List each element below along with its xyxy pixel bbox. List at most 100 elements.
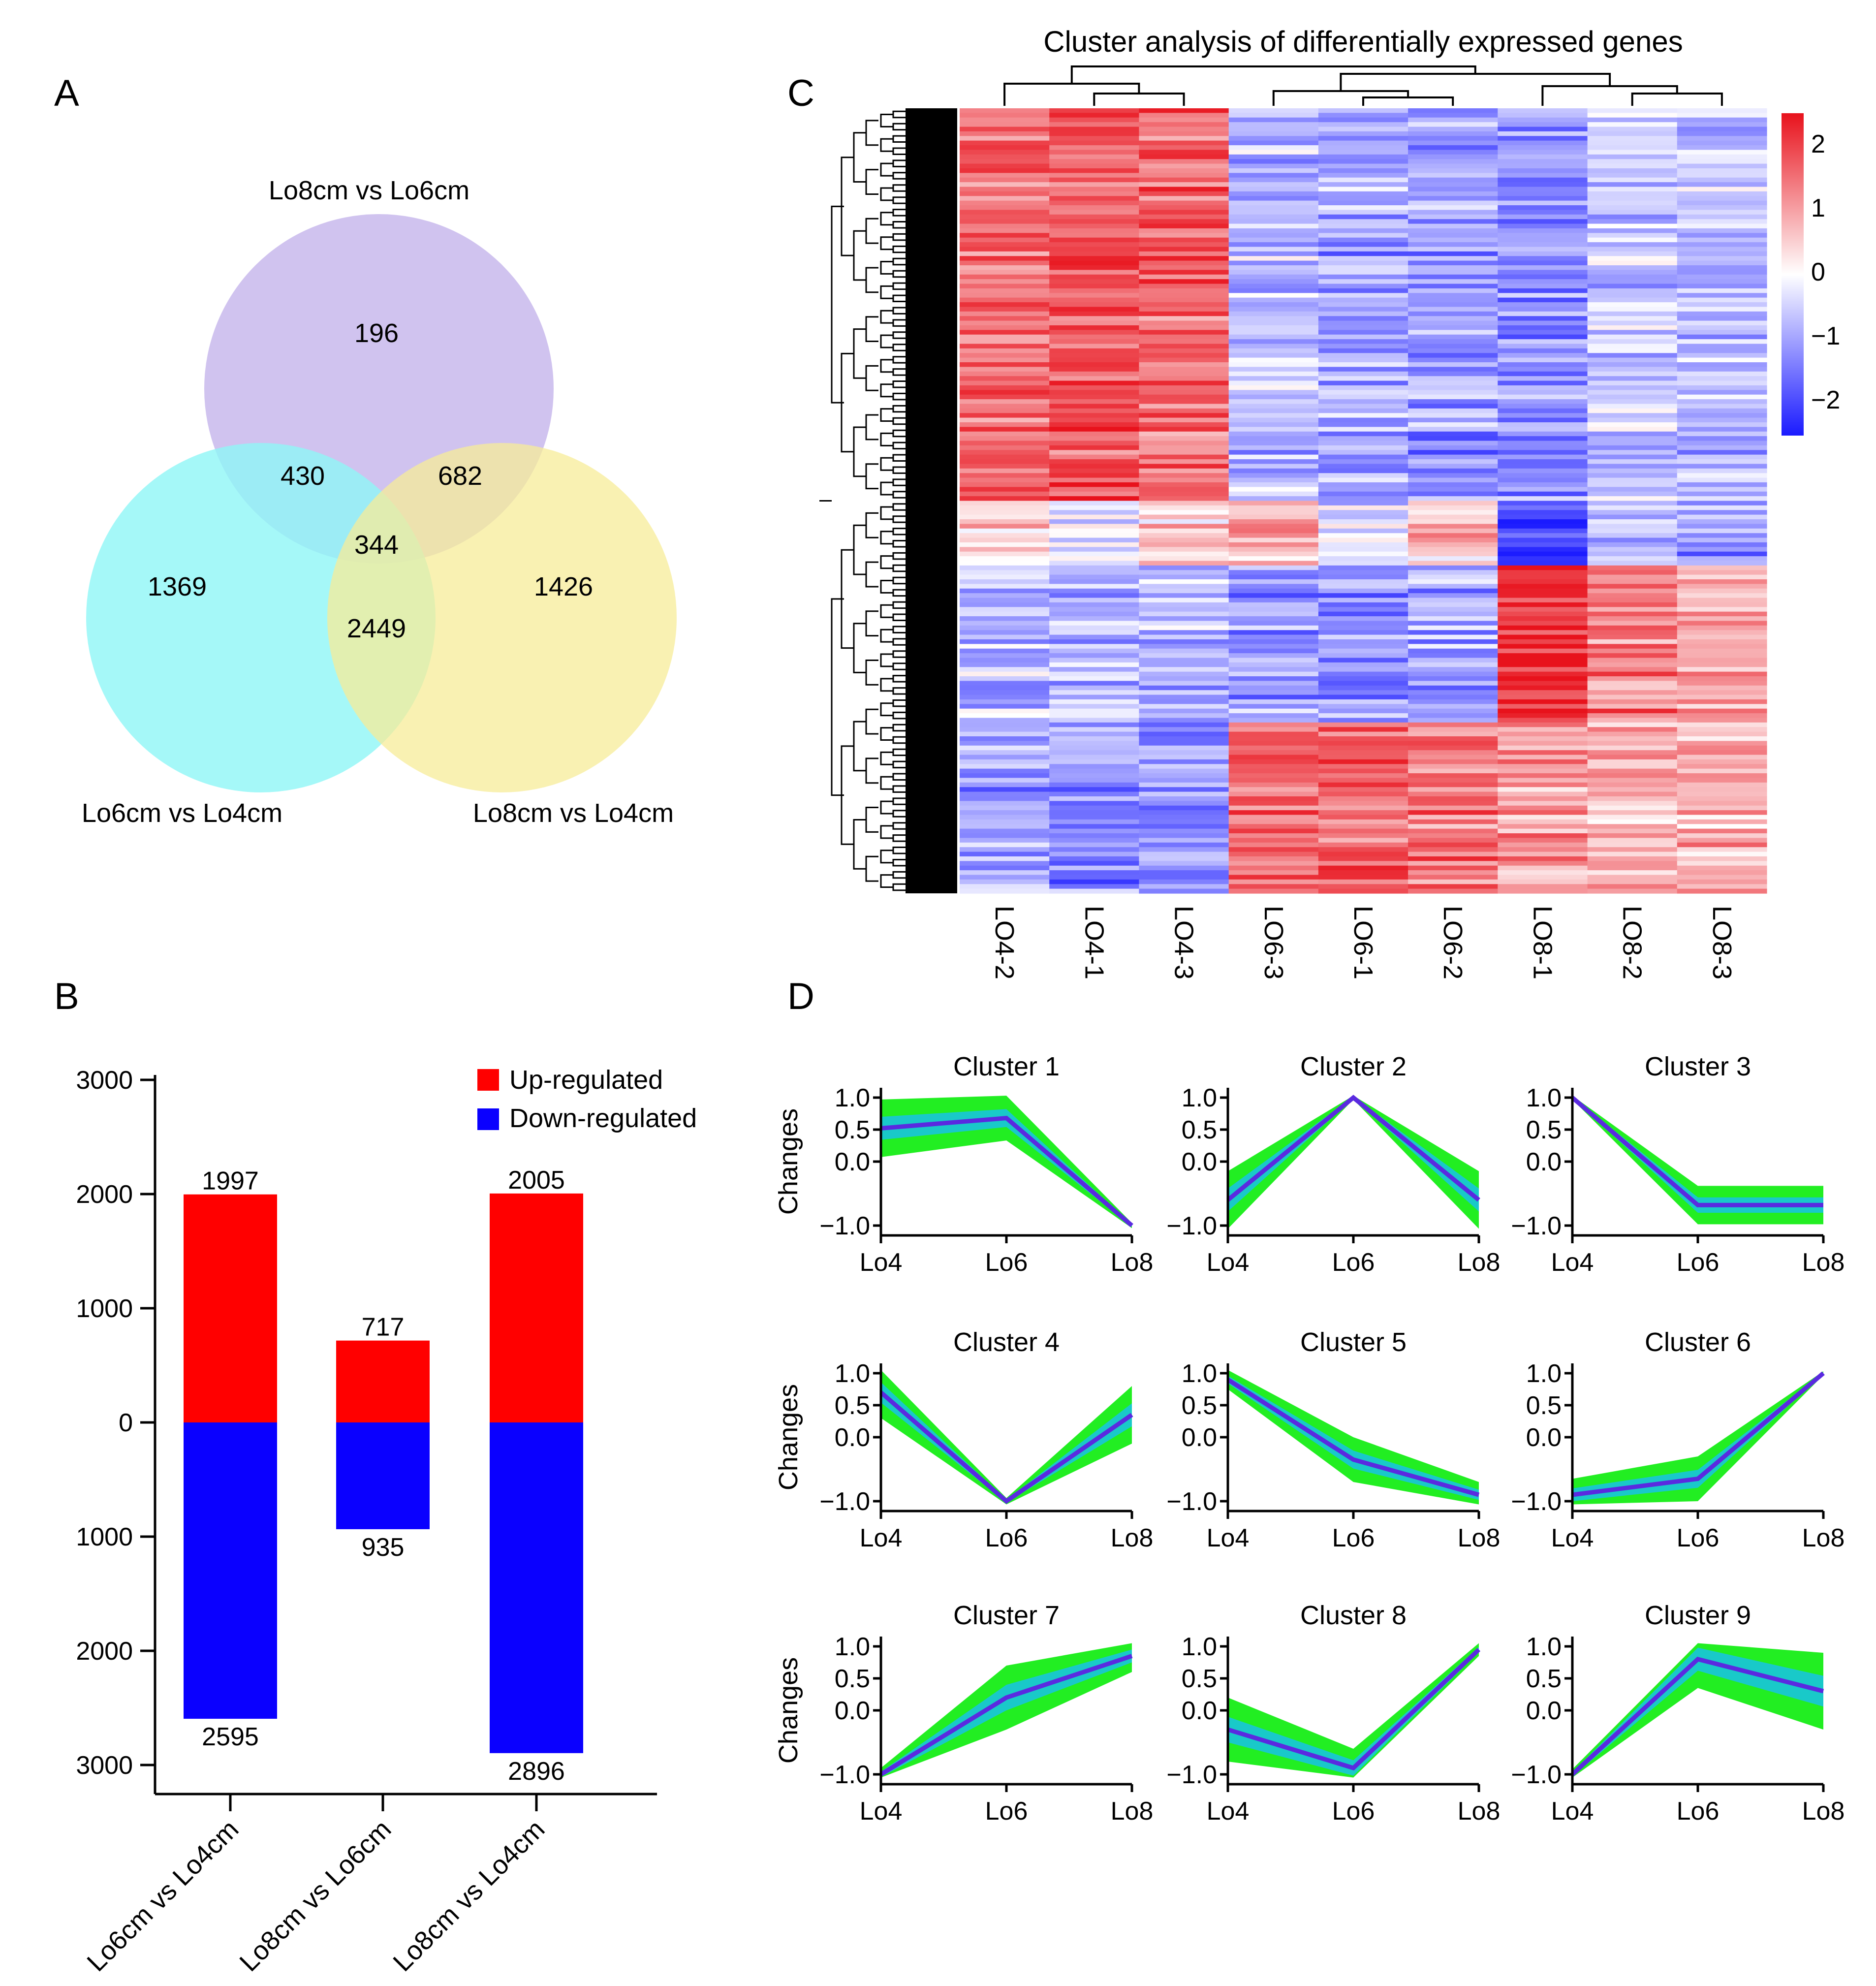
heatmap-cell xyxy=(1228,759,1319,764)
heatmap-cell xyxy=(960,888,1050,894)
heatmap-cell xyxy=(1587,242,1678,248)
heatmap-cell xyxy=(1498,547,1588,552)
heatmap-cell xyxy=(1049,607,1139,612)
heatmap-cell xyxy=(1228,731,1319,737)
heatmap-cell xyxy=(1049,805,1139,811)
venn-count-all: 344 xyxy=(354,530,399,560)
heatmap-cell xyxy=(1139,639,1229,644)
heatmap-cell xyxy=(1677,884,1767,889)
heatmap-cell xyxy=(960,870,1050,876)
heatmap-cell xyxy=(1408,214,1498,220)
heatmap-cell xyxy=(1139,200,1229,206)
cluster-y-tick-label: 0.0 xyxy=(1182,1697,1217,1725)
heatmap-cell xyxy=(1587,302,1678,308)
heatmap-cell xyxy=(1498,662,1588,667)
heatmap-cell xyxy=(1228,778,1319,783)
heatmap-cell xyxy=(1049,759,1139,764)
heatmap-cell xyxy=(1049,242,1139,248)
heatmap-cell xyxy=(960,445,1050,450)
bar-y-tick-label: 2000 xyxy=(76,1637,133,1666)
heatmap-cell xyxy=(1498,487,1588,492)
heatmap-cell xyxy=(1587,533,1678,538)
heatmap-cell xyxy=(1408,736,1498,741)
heatmap-cell xyxy=(1587,316,1678,321)
heatmap-cell xyxy=(960,473,1050,478)
heatmap-cell xyxy=(960,528,1050,534)
heatmap-cell xyxy=(1587,842,1678,848)
heatmap-cell xyxy=(1139,154,1229,159)
heatmap-cell xyxy=(1049,796,1139,801)
bar-value-up: 717 xyxy=(362,1313,405,1342)
heatmap-cell xyxy=(1498,879,1588,884)
heatmap-cell xyxy=(1498,399,1588,405)
heatmap-cell xyxy=(1139,487,1229,492)
cluster-center-line xyxy=(880,1115,1133,1228)
heatmap-cell xyxy=(1677,828,1767,834)
heatmap-cell xyxy=(1318,694,1408,700)
heatmap-cell xyxy=(1677,334,1767,340)
heatmap-cell xyxy=(1408,464,1498,469)
heatmap-cell xyxy=(1587,348,1678,353)
heatmap-cell xyxy=(1587,260,1678,266)
heatmap-cell xyxy=(1318,445,1408,450)
heatmap-cell xyxy=(1498,187,1588,192)
heatmap-cell xyxy=(1318,214,1408,220)
heatmap-cell xyxy=(1228,247,1319,252)
heatmap-cell xyxy=(1139,496,1229,502)
heatmap-cell xyxy=(1677,233,1767,238)
heatmap-cell xyxy=(1228,570,1319,575)
heatmap-cell xyxy=(1139,501,1229,506)
heatmap-cell xyxy=(1498,362,1588,368)
heatmap-cell xyxy=(1228,154,1319,159)
heatmap-cell xyxy=(960,699,1050,704)
heatmap-cell xyxy=(1049,648,1139,654)
heatmap-cell xyxy=(1408,279,1498,284)
heatmap-cell xyxy=(960,260,1050,266)
heatmap-cell xyxy=(1498,644,1588,649)
heatmap-cell xyxy=(1587,856,1678,861)
heatmap-cell xyxy=(1049,260,1139,266)
heatmap-cell xyxy=(1408,616,1498,622)
cluster-x-tick-label: Lo4 xyxy=(1551,1248,1594,1277)
heatmap-cell xyxy=(1139,297,1229,303)
heatmap-cell xyxy=(1587,847,1678,852)
heatmap-cell xyxy=(1139,441,1229,446)
heatmap-cell xyxy=(1408,256,1498,261)
heatmap-cell xyxy=(1408,311,1498,316)
heatmap-cell xyxy=(1408,228,1498,233)
heatmap-cell xyxy=(1139,417,1229,423)
heatmap-cell xyxy=(1498,579,1588,584)
heatmap-cell xyxy=(1587,607,1678,612)
heatmap-cell xyxy=(1049,413,1139,418)
heatmap-cell xyxy=(960,334,1050,340)
heatmap-cell xyxy=(1408,427,1498,432)
cluster-x-tick-label: Lo6 xyxy=(1677,1797,1720,1826)
heatmap-cell xyxy=(1587,782,1678,788)
heatmap-cell xyxy=(1498,611,1588,617)
heatmap-cell xyxy=(1408,607,1498,612)
heatmap-cell xyxy=(1318,334,1408,340)
heatmap-cell xyxy=(960,223,1050,229)
heatmap-cell xyxy=(1228,191,1319,196)
heatmap-cell xyxy=(1228,214,1319,220)
heatmap-cell xyxy=(1677,671,1767,677)
heatmap-cell xyxy=(1587,187,1678,192)
heatmap-cell xyxy=(1498,533,1588,538)
heatmap-cell xyxy=(1677,459,1767,465)
heatmap-cell xyxy=(1228,625,1319,630)
heatmap-cell xyxy=(960,399,1050,405)
bar-up xyxy=(336,1340,430,1422)
heatmap-cell xyxy=(1139,879,1229,884)
heatmap-cell xyxy=(1587,371,1678,377)
heatmap-cell xyxy=(1587,551,1678,557)
heatmap-cell xyxy=(1587,108,1678,113)
heatmap-cell xyxy=(1587,168,1678,173)
panel-label-a: A xyxy=(54,72,79,114)
heatmap-cell xyxy=(1318,607,1408,612)
cluster-x-tick-label: Lo8 xyxy=(1802,1248,1845,1277)
heatmap-cell xyxy=(1677,621,1767,626)
heatmap-cell xyxy=(1318,477,1408,483)
row-dendrogram-leaves xyxy=(906,108,957,893)
heatmap-cell xyxy=(1318,431,1408,437)
